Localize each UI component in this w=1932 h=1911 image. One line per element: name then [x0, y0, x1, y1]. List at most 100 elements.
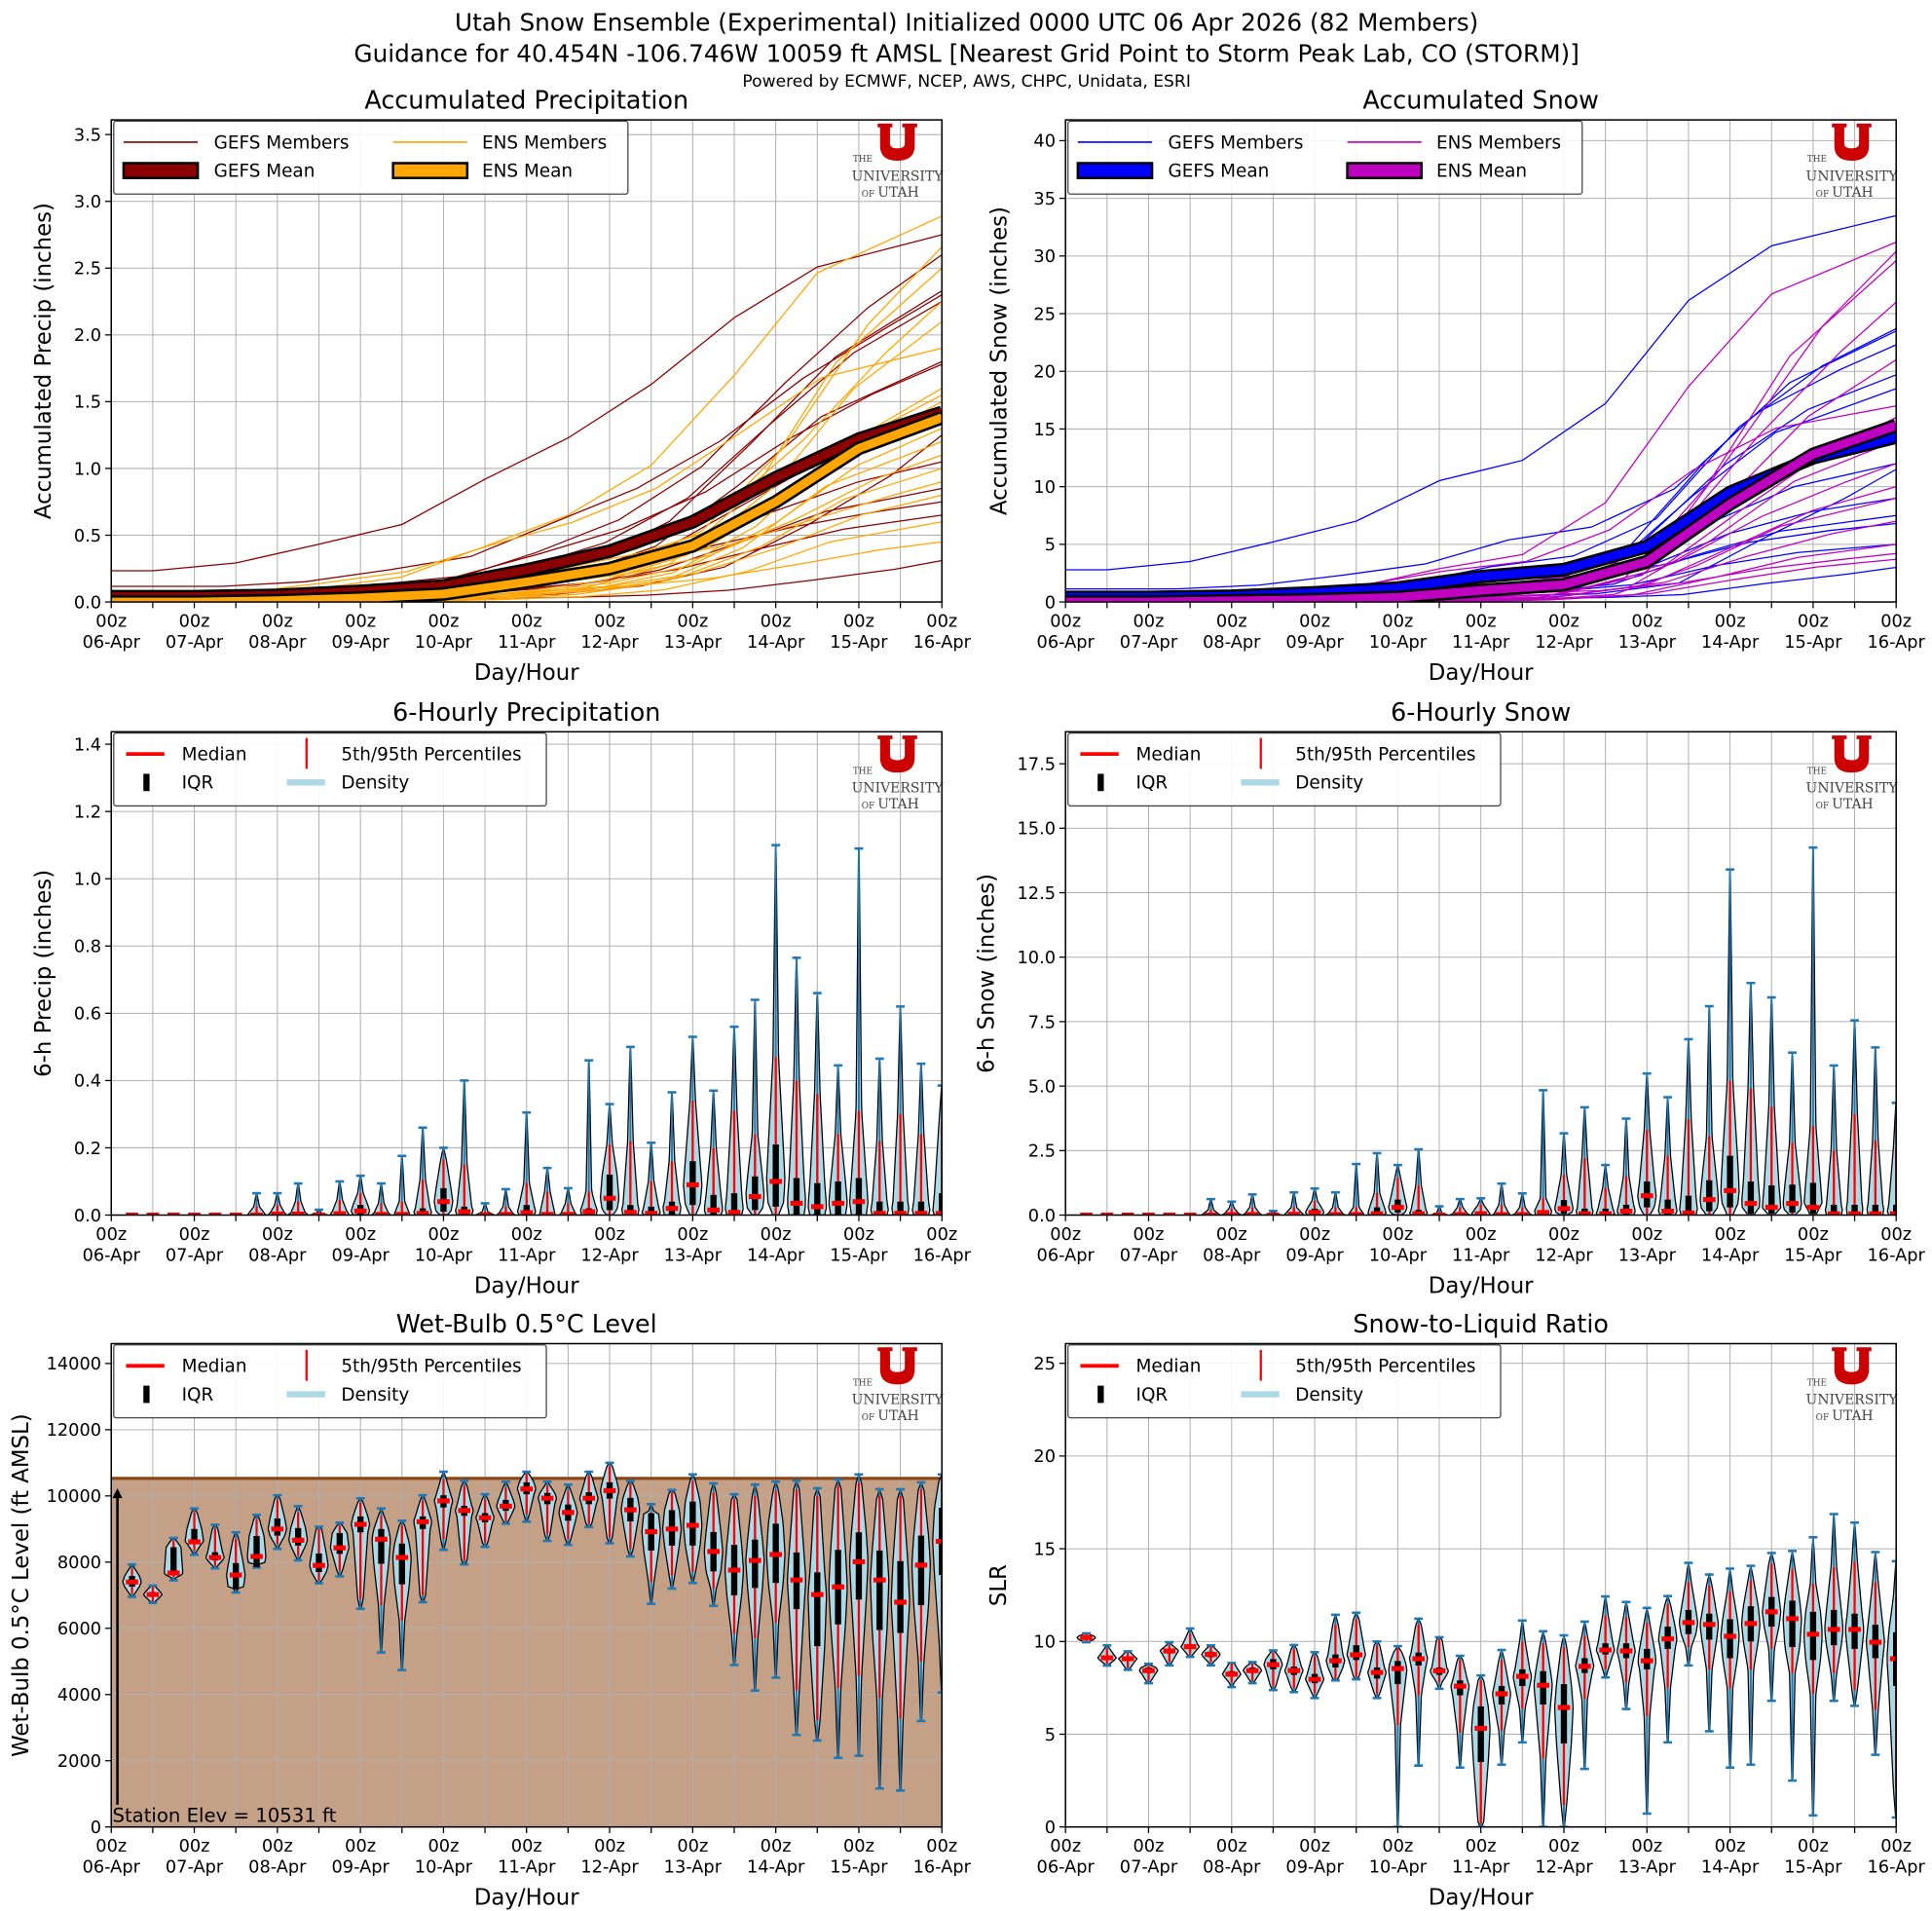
y-tick-label: 25: [1033, 305, 1056, 324]
violin: [1720, 1567, 1740, 1770]
legend-label: ENS Members: [1436, 132, 1561, 153]
violin-median: [1869, 1211, 1882, 1216]
violin: [724, 1025, 744, 1216]
violin-median: [1329, 1212, 1342, 1216]
chart-wet-bulb-level: Station Elev = 10531 ft Median IQR 5th/95th…: [9, 1309, 971, 1911]
violin: [267, 1191, 287, 1216]
violin: [578, 1470, 599, 1529]
violin: [1221, 1662, 1242, 1689]
x-tick-label-date: 13-Apr: [1618, 633, 1677, 653]
x-tick-label-hour: 00z: [345, 612, 376, 631]
violin-median: [458, 1209, 471, 1215]
violin-median: [1515, 1673, 1529, 1679]
logo-the: THE: [853, 155, 873, 165]
y-axis: 0 5 10 15 20 25 SLR: [986, 1355, 1066, 1838]
legend-item: 5th/95th Percentiles: [305, 737, 522, 769]
violin-median: [1392, 1205, 1404, 1211]
violin-iqr: [398, 1543, 405, 1585]
legend: Median IQR 5th/95th Percentiles Density: [1067, 1344, 1502, 1419]
x-tick-label-date: 11-Apr: [1452, 1246, 1510, 1265]
violin-iqr: [1727, 1155, 1733, 1208]
y-tick-label: 35: [1033, 190, 1056, 209]
y-axis-label: 6-h Snow (inches): [975, 874, 1000, 1073]
violin-median: [1474, 1211, 1488, 1216]
violin-median: [1806, 1205, 1820, 1211]
violin: [620, 1480, 641, 1558]
violin: [1554, 1132, 1574, 1216]
legend: Median IQR 5th/95th Percentiles Density: [113, 1344, 547, 1419]
y-tick-label: 15: [1033, 1540, 1056, 1559]
violin-median: [1350, 1212, 1363, 1216]
violin-median: [832, 1584, 844, 1590]
violin-iqr: [876, 1550, 883, 1630]
violin-median: [1578, 1211, 1591, 1216]
y-tick-label: 15.0: [1017, 820, 1056, 840]
violin: [807, 992, 828, 1216]
violin: [1450, 1654, 1470, 1770]
violin: [1142, 1212, 1155, 1216]
violin-median: [520, 1486, 534, 1492]
y-tick-label: 0.0: [1028, 1207, 1056, 1226]
plot-area: [111, 215, 943, 603]
violin: [1117, 1650, 1138, 1671]
x-tick-label-hour: 00z: [1548, 1837, 1579, 1856]
violin: [351, 1174, 371, 1216]
violin: [1741, 981, 1761, 1216]
y-tick-label: 0.0: [74, 593, 101, 613]
violin: [786, 1479, 806, 1737]
y-tick-label: 2000: [57, 1752, 101, 1772]
violin-median: [1142, 1667, 1155, 1673]
violin-iqr: [1893, 1204, 1897, 1216]
violin: [932, 1473, 943, 1694]
violin-median: [686, 1522, 699, 1528]
violin-iqr: [814, 1572, 821, 1647]
violin-median: [1329, 1658, 1342, 1664]
violin: [1657, 1096, 1678, 1216]
violin: [1430, 1635, 1449, 1691]
violin: [1242, 1193, 1263, 1216]
y-tick-label: 10: [1033, 1633, 1056, 1653]
legend-item: Density: [286, 773, 409, 794]
logo-the: THE: [853, 767, 873, 776]
violin: [1325, 1190, 1346, 1216]
logo-u-icon: [1832, 735, 1872, 773]
violin: [848, 1472, 869, 1757]
violin-median: [1183, 1644, 1197, 1650]
violin: [455, 1079, 474, 1216]
violin-median: [188, 1212, 201, 1216]
x-tick-label-date: 16-Apr: [913, 1246, 972, 1265]
violin: [661, 1488, 683, 1591]
x-tick-label-hour: 00z: [1216, 1225, 1247, 1245]
violin: [765, 1480, 786, 1679]
violin-median: [562, 1510, 575, 1516]
x-tick-label-hour: 00z: [1466, 1837, 1497, 1856]
violin: [1448, 1197, 1471, 1216]
violin: [870, 1486, 890, 1790]
logo-utah: UTAH: [1832, 797, 1874, 812]
violin: [1121, 1212, 1134, 1216]
chart-six-hourly-snow: Median IQR 5th/95th Percentiles Density THE U…: [975, 697, 1926, 1299]
violin: [1740, 1564, 1761, 1766]
violin: [1511, 1191, 1533, 1216]
violin-median: [810, 1592, 824, 1597]
x-axis-label: Day/Hour: [1429, 1273, 1534, 1298]
violin: [246, 1191, 267, 1216]
university-of-utah-logo: THE UNIVERSITY OF UTAH: [1806, 735, 1898, 812]
legend-frame: [113, 1344, 547, 1419]
legend-item: IQR: [1097, 773, 1168, 794]
violin-iqr: [1768, 1185, 1775, 1215]
violin-median: [188, 1539, 201, 1545]
legend-frame: [1067, 731, 1502, 807]
violin: [1346, 1611, 1366, 1681]
violin: [1803, 1536, 1823, 1817]
violin: [807, 1486, 828, 1742]
y-tick-label: 15: [1033, 421, 1056, 440]
violin-iqr: [1685, 1195, 1692, 1216]
violin-median: [1889, 1656, 1897, 1662]
violin-median: [1786, 1201, 1799, 1207]
legend-label: Density: [1295, 1385, 1363, 1405]
x-tick-label-date: 06-Apr: [1037, 633, 1096, 653]
y-axis-label: 6-h Precip (inches): [31, 870, 56, 1077]
x-axis: 00z06-Apr00z07-Apr00z08-Apr00z09-Apr00z1…: [83, 1215, 972, 1298]
x-tick-label-date: 10-Apr: [1369, 633, 1428, 653]
